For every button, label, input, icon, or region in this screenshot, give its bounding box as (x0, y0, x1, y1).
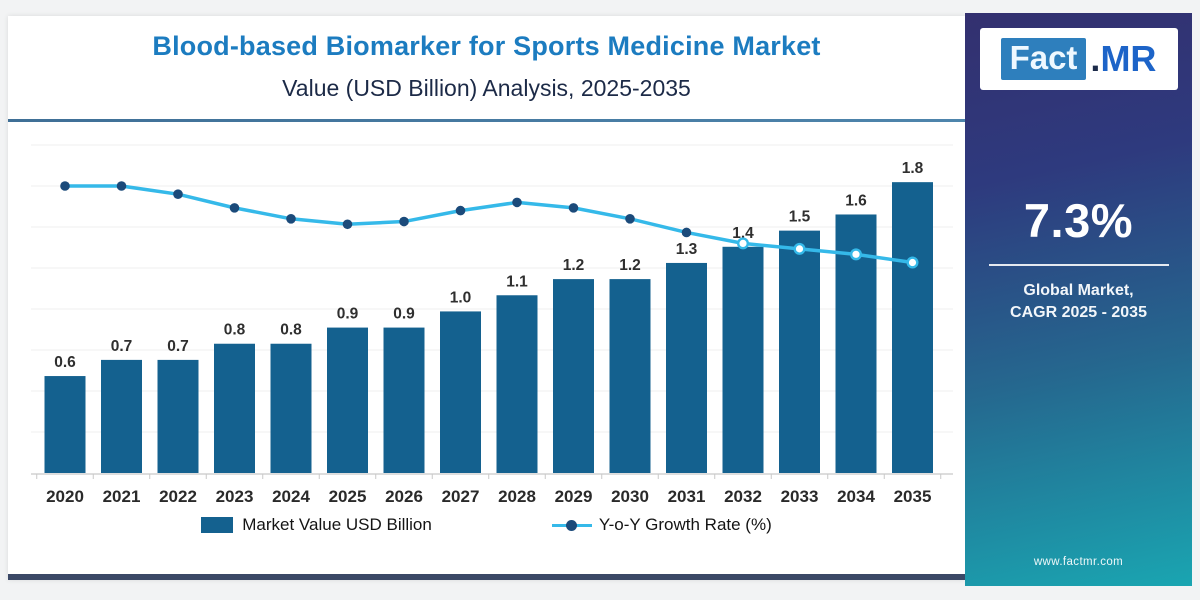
growth-line (63, 184, 915, 265)
bar-swatch-icon (201, 517, 234, 533)
bar-label-2020: 0.6 (54, 354, 76, 371)
growth-marker-2030 (625, 214, 635, 224)
bar-label-2024: 0.8 (280, 322, 302, 339)
line-swatch-icon (551, 519, 592, 531)
bar-2035 (892, 182, 933, 473)
bar-label-2028: 1.1 (506, 273, 528, 290)
factmr-logo: Fact . MR (979, 28, 1178, 90)
bar-label-2034: 1.6 (845, 192, 867, 209)
chart-area: 0.6 2020 0.7 2021 0.7 2022 0.8 2023 0.8 2024 0.9 20… (27, 135, 965, 513)
growth-marker-2021 (116, 181, 127, 191)
bar-2021 (101, 359, 142, 473)
card-bottom-strip (8, 574, 965, 580)
growth-marker-2034 (850, 248, 863, 261)
bar-label-2032: 1.4 (732, 225, 754, 242)
x-axis-label-2029: 2029 (555, 487, 593, 506)
x-axis-label-2027: 2027 (442, 487, 480, 506)
growth-marker-2023 (229, 203, 240, 213)
bar-2022 (157, 359, 199, 473)
legend-line-label: Y-o-Y Growth Rate (%) (598, 515, 772, 534)
cagr-caption: Global Market, CAGR 2025 - 2035 (965, 280, 1192, 325)
x-axis-label-2023: 2023 (216, 487, 254, 506)
growth-marker-2026 (399, 216, 409, 227)
bar-label-2025: 0.9 (337, 306, 359, 323)
bar-label-2033: 1.5 (789, 209, 811, 226)
growth-marker-2020 (60, 181, 70, 191)
cagr-value: 7.3% (1023, 194, 1134, 247)
x-axis-label-2024: 2024 (272, 487, 310, 506)
bar-label-2023: 0.8 (224, 322, 246, 339)
logo-dot-text: . (1090, 38, 1101, 79)
legend-item-growth-rate: Y-o-Y Growth Rate (%) (551, 515, 772, 535)
x-axis-label-2020: 2020 (46, 487, 84, 506)
bar-2033 (779, 230, 820, 473)
growth-marker-2022 (173, 189, 183, 199)
x-axis-label-2032: 2032 (724, 487, 762, 506)
x-axis-label-2025: 2025 (329, 487, 367, 506)
logo-fact-text: Fact (1000, 38, 1087, 80)
growth-marker-2035 (906, 256, 919, 269)
bar-2024 (270, 343, 312, 473)
bar-2023 (214, 343, 255, 473)
bar-2032 (722, 246, 764, 473)
growth-marker-2033 (793, 242, 806, 255)
bar-2027 (440, 311, 481, 473)
bar-label-2026: 0.9 (393, 306, 415, 323)
x-axis-label-2022: 2022 (159, 487, 197, 506)
x-axis-label-2035: 2035 (894, 487, 932, 506)
website-url: www.factmr.com (1033, 556, 1124, 568)
bar-label-2035: 1.8 (902, 160, 924, 177)
x-axis-label-2031: 2031 (668, 487, 706, 506)
bar-2028 (496, 295, 538, 473)
chart-svg: 0.6 2020 0.7 2021 0.7 2022 0.8 2023 0.8 2024 0.9 20… (31, 144, 953, 506)
chart-subtitle: Value (USD Billion) Analysis, 2025-2035 (282, 75, 691, 101)
bar-2029 (553, 279, 594, 473)
header-divider (8, 119, 965, 122)
x-axis-label-2034: 2034 (837, 487, 875, 506)
chart-legend: Market Value USD Billion Y-o-Y Growth Ra… (8, 515, 965, 535)
x-axis-label-2028: 2028 (498, 487, 536, 506)
growth-marker-2029 (568, 203, 579, 213)
x-axis-label-2021: 2021 (103, 487, 141, 506)
growth-marker-2031 (681, 227, 692, 238)
chart-title: Blood-based Biomarker for Sports Medicin… (152, 31, 821, 61)
legend-item-market-value: Market Value USD Billion (201, 515, 432, 535)
x-axis-label-2033: 2033 (781, 487, 819, 506)
bar-2031 (666, 262, 707, 473)
x-axis-label-2026: 2026 (385, 487, 423, 506)
legend-bar-label: Market Value USD Billion (242, 515, 432, 534)
brand-sidebar: Fact . MR 7.3% Global Market, CAGR 2025 … (965, 13, 1192, 586)
chart-card: Blood-based Biomarker for Sports Medicin… (8, 16, 965, 580)
growth-marker-2028 (512, 197, 522, 208)
chart-header: Blood-based Biomarker for Sports Medicin… (8, 16, 965, 102)
x-axis-label-2030: 2030 (611, 487, 649, 506)
growth-marker-2032 (737, 237, 750, 250)
line-marker-dot-icon (565, 519, 577, 531)
logo-mr-text: MR (1100, 38, 1157, 79)
growth-marker-2024 (286, 214, 296, 224)
bar-label-2021: 0.7 (111, 338, 133, 355)
bar-label-2029: 1.2 (563, 257, 585, 274)
bar-2025 (327, 327, 368, 473)
bar-2026 (383, 327, 425, 473)
cagr-caption-line2: CAGR 2025 - 2035 (1010, 304, 1147, 322)
bar-label-2027: 1.0 (450, 289, 472, 306)
growth-marker-2027 (455, 205, 466, 216)
growth-marker-2025 (342, 219, 353, 230)
cagr-divider (988, 264, 1169, 266)
bar-label-2030: 1.2 (619, 257, 641, 274)
bar-label-2031: 1.3 (676, 241, 698, 258)
bar-label-2022: 0.7 (167, 338, 189, 355)
bar-2020 (44, 376, 86, 473)
cagr-caption-line1: Global Market, (1023, 282, 1134, 299)
bar-2030 (609, 279, 651, 473)
